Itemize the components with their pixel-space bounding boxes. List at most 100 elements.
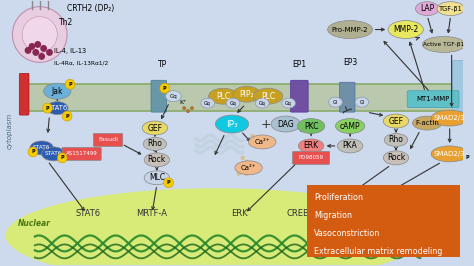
Ellipse shape bbox=[201, 98, 214, 108]
Text: Pro-MMP-2: Pro-MMP-2 bbox=[332, 27, 368, 32]
FancyBboxPatch shape bbox=[93, 134, 123, 146]
Circle shape bbox=[248, 164, 253, 168]
Ellipse shape bbox=[233, 86, 260, 102]
Circle shape bbox=[65, 79, 75, 89]
Ellipse shape bbox=[46, 102, 68, 115]
Text: K⁺: K⁺ bbox=[179, 100, 187, 105]
Text: P: P bbox=[31, 149, 35, 154]
Text: SMAD2/3: SMAD2/3 bbox=[434, 151, 465, 157]
Text: CREB: CREB bbox=[287, 209, 310, 218]
Circle shape bbox=[22, 16, 57, 52]
Circle shape bbox=[28, 43, 36, 50]
Ellipse shape bbox=[226, 98, 240, 108]
Text: Rock: Rock bbox=[148, 155, 166, 164]
Ellipse shape bbox=[297, 119, 325, 134]
Text: MMP-2: MMP-2 bbox=[393, 25, 419, 34]
Text: EP3: EP3 bbox=[343, 58, 357, 67]
Circle shape bbox=[62, 111, 72, 121]
Ellipse shape bbox=[416, 2, 439, 16]
Ellipse shape bbox=[271, 116, 301, 132]
Ellipse shape bbox=[355, 97, 369, 107]
FancyBboxPatch shape bbox=[339, 82, 355, 112]
Text: Active TGF-β1: Active TGF-β1 bbox=[423, 42, 465, 47]
Ellipse shape bbox=[337, 139, 363, 153]
Text: STAT6: STAT6 bbox=[76, 209, 101, 218]
Text: GEF: GEF bbox=[147, 123, 163, 132]
Text: EP1: EP1 bbox=[292, 60, 306, 69]
Text: Nuclear: Nuclear bbox=[18, 219, 51, 228]
Text: P: P bbox=[465, 155, 469, 160]
Ellipse shape bbox=[437, 2, 465, 16]
Circle shape bbox=[250, 134, 255, 138]
Ellipse shape bbox=[431, 110, 468, 126]
Text: ERK: ERK bbox=[231, 209, 248, 218]
Text: Fasudi: Fasudi bbox=[98, 138, 118, 143]
Circle shape bbox=[35, 41, 41, 48]
Text: Gq: Gq bbox=[204, 101, 211, 106]
Text: P: P bbox=[60, 155, 64, 160]
Text: Extracellular matrix remodeling: Extracellular matrix remodeling bbox=[314, 247, 443, 256]
Ellipse shape bbox=[143, 138, 167, 150]
Text: STAT6: STAT6 bbox=[45, 151, 62, 156]
Text: Rock: Rock bbox=[387, 153, 405, 162]
Text: CRTH2 (DP₂): CRTH2 (DP₂) bbox=[67, 4, 114, 13]
Circle shape bbox=[28, 147, 38, 157]
Ellipse shape bbox=[299, 139, 324, 153]
FancyBboxPatch shape bbox=[151, 80, 167, 112]
Circle shape bbox=[160, 83, 170, 93]
Text: P: P bbox=[163, 86, 166, 91]
Text: TGF-β1: TGF-β1 bbox=[439, 6, 463, 12]
Ellipse shape bbox=[144, 171, 170, 185]
Text: Jak: Jak bbox=[52, 87, 63, 96]
Text: MT1-MMP: MT1-MMP bbox=[416, 96, 450, 102]
Ellipse shape bbox=[328, 20, 373, 39]
FancyBboxPatch shape bbox=[292, 151, 329, 164]
Text: TP: TP bbox=[158, 60, 167, 69]
Text: IP₃: IP₃ bbox=[226, 119, 238, 128]
FancyBboxPatch shape bbox=[407, 91, 459, 108]
Text: Ca²⁺: Ca²⁺ bbox=[255, 139, 270, 145]
Circle shape bbox=[241, 168, 245, 172]
Text: F-actin: F-actin bbox=[415, 120, 439, 126]
Circle shape bbox=[190, 106, 194, 110]
Ellipse shape bbox=[255, 98, 269, 108]
Text: Rho: Rho bbox=[389, 135, 403, 144]
Text: STAT6: STAT6 bbox=[47, 105, 67, 111]
FancyBboxPatch shape bbox=[22, 84, 464, 111]
Text: Ca²⁺: Ca²⁺ bbox=[241, 165, 256, 171]
Text: Proliferation: Proliferation bbox=[314, 193, 363, 202]
Ellipse shape bbox=[30, 141, 54, 155]
Text: ERK: ERK bbox=[303, 142, 319, 151]
Text: LAP: LAP bbox=[420, 4, 434, 13]
FancyBboxPatch shape bbox=[62, 147, 101, 160]
Circle shape bbox=[12, 7, 67, 62]
Circle shape bbox=[248, 142, 253, 146]
Text: SMAD2/3: SMAD2/3 bbox=[434, 115, 465, 121]
Circle shape bbox=[182, 106, 186, 110]
Ellipse shape bbox=[328, 97, 342, 107]
Text: Gi: Gi bbox=[359, 100, 365, 105]
Ellipse shape bbox=[254, 88, 283, 104]
Ellipse shape bbox=[142, 121, 168, 135]
Text: Gq: Gq bbox=[229, 101, 237, 106]
Text: PKA: PKA bbox=[343, 142, 357, 151]
Ellipse shape bbox=[383, 151, 409, 165]
Ellipse shape bbox=[412, 116, 442, 130]
Text: MLC: MLC bbox=[149, 173, 165, 182]
Circle shape bbox=[46, 49, 53, 56]
Ellipse shape bbox=[6, 188, 425, 266]
Text: P: P bbox=[68, 82, 72, 87]
Text: PIP₂: PIP₂ bbox=[239, 90, 254, 99]
FancyBboxPatch shape bbox=[291, 80, 308, 112]
Ellipse shape bbox=[384, 134, 408, 146]
FancyBboxPatch shape bbox=[307, 185, 460, 257]
Text: cAMP: cAMP bbox=[340, 122, 360, 131]
Text: STAT6: STAT6 bbox=[33, 146, 50, 150]
Circle shape bbox=[462, 153, 472, 163]
FancyBboxPatch shape bbox=[19, 73, 29, 115]
Ellipse shape bbox=[431, 146, 468, 162]
Text: IL-4, IL-13: IL-4, IL-13 bbox=[55, 48, 86, 55]
Ellipse shape bbox=[235, 161, 262, 175]
Text: DAG: DAG bbox=[277, 119, 294, 128]
Text: Th2: Th2 bbox=[59, 18, 73, 27]
